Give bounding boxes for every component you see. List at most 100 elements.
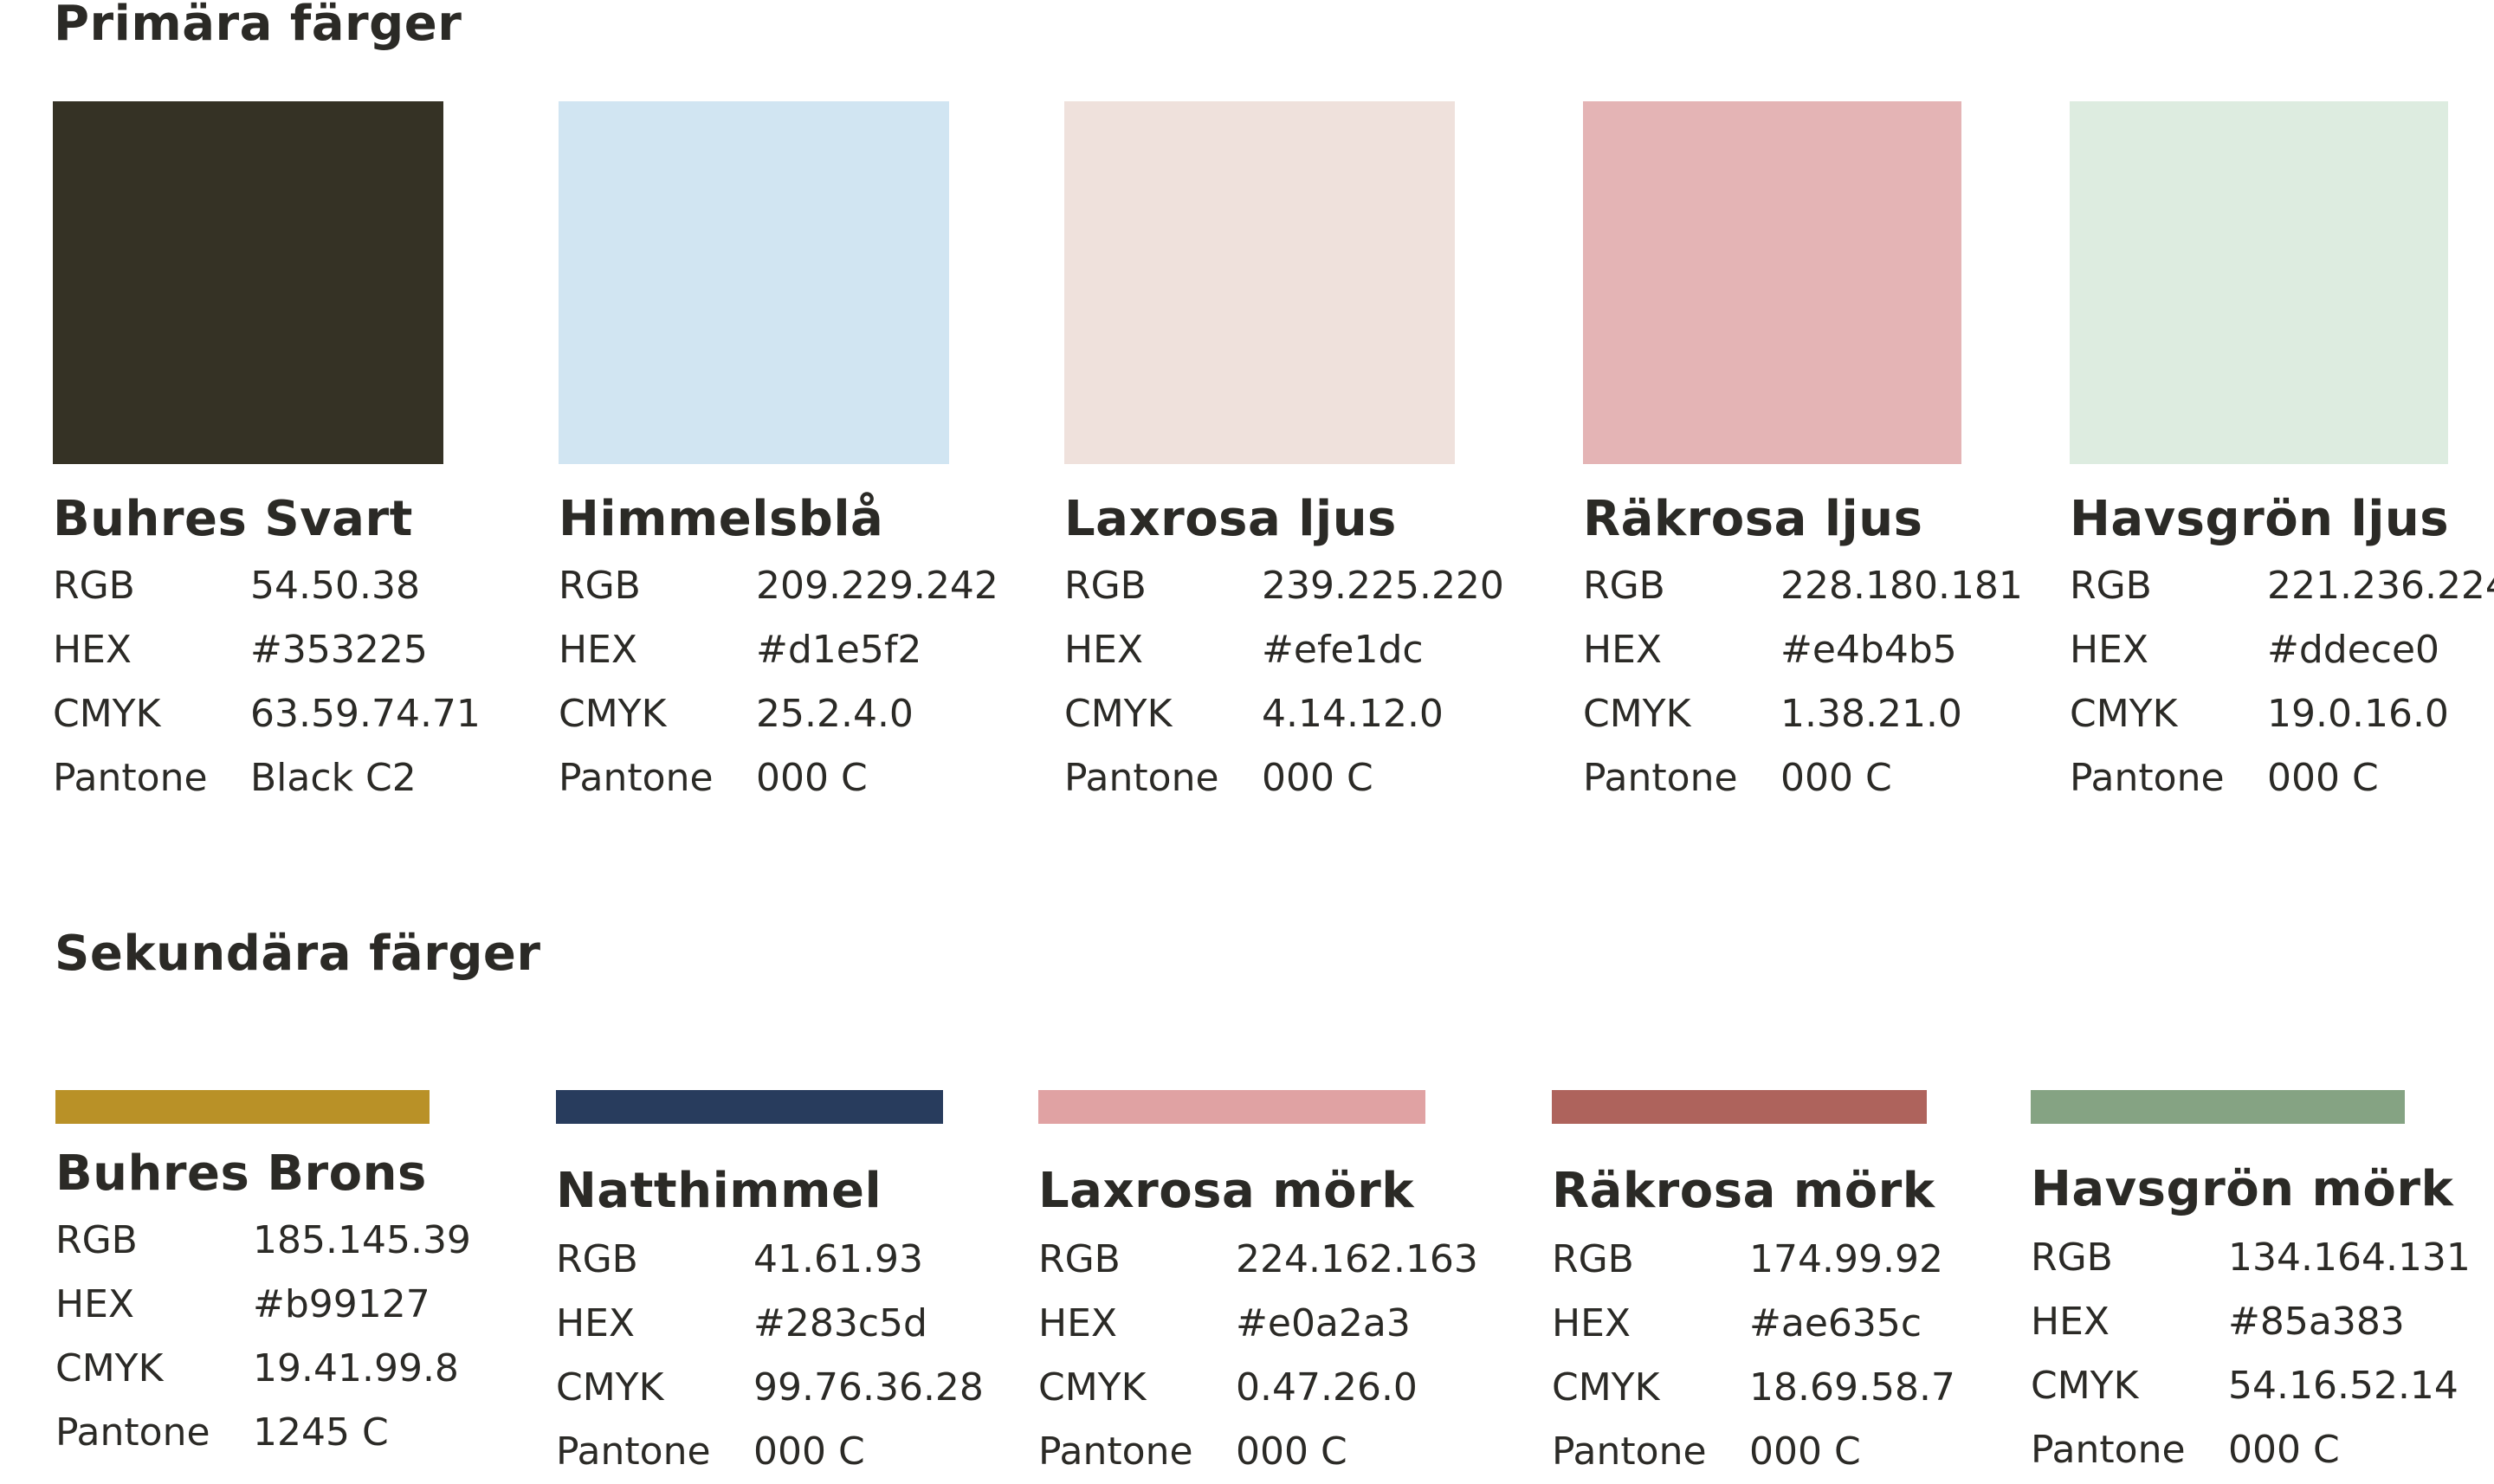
color-name: Natthimmel <box>556 1163 882 1219</box>
pantone-label: Pantone <box>55 1410 210 1455</box>
hex-value: #353225 <box>250 628 428 672</box>
color-swatch <box>1064 101 1455 464</box>
color-name: Havsgrön mörk <box>2031 1161 2454 1217</box>
color-swatch <box>2070 101 2448 464</box>
color-swatch <box>53 101 443 464</box>
hex-label: HEX <box>53 628 132 672</box>
cmyk-value: 0.47.26.0 <box>1236 1365 1418 1410</box>
pantone-value: 000 C <box>753 1429 865 1474</box>
hex-label: HEX <box>1064 628 1144 672</box>
rgb-value: 239.225.220 <box>1262 564 1504 608</box>
rgb-label: RGB <box>53 564 135 608</box>
pantone-value: 000 C <box>1236 1429 1347 1474</box>
cmyk-label: CMYK <box>1583 692 1691 736</box>
hex-value: #efe1dc <box>1262 628 1424 672</box>
rgb-label: RGB <box>2070 564 2152 608</box>
rgb-value: 209.229.242 <box>756 564 998 608</box>
color-name: Buhres Svart <box>53 491 413 547</box>
hex-label: HEX <box>1552 1301 1631 1345</box>
color-name: Laxrosa ljus <box>1064 491 1397 547</box>
hex-label: HEX <box>2031 1300 2110 1344</box>
color-bar <box>2031 1090 2405 1124</box>
pantone-value: 000 C <box>1262 756 1373 800</box>
color-name: Räkrosa ljus <box>1583 491 1923 547</box>
pantone-label: Pantone <box>2031 1428 2186 1472</box>
rgb-label: RGB <box>2031 1236 2113 1280</box>
hex-value: #d1e5f2 <box>756 628 922 672</box>
rgb-label: RGB <box>1583 564 1665 608</box>
pantone-label: Pantone <box>559 756 714 800</box>
cmyk-value: 4.14.12.0 <box>1262 692 1444 736</box>
pantone-label: Pantone <box>1038 1429 1193 1474</box>
rgb-value: 224.162.163 <box>1236 1237 1478 1281</box>
pantone-label: Pantone <box>53 756 208 800</box>
rgb-value: 41.61.93 <box>753 1237 923 1281</box>
rgb-label: RGB <box>1038 1237 1121 1281</box>
cmyk-value: 99.76.36.28 <box>753 1365 984 1410</box>
cmyk-label: CMYK <box>1552 1365 1660 1410</box>
color-bar <box>55 1090 430 1124</box>
cmyk-value: 18.69.58.7 <box>1749 1365 1955 1410</box>
pantone-label: Pantone <box>1583 756 1738 800</box>
cmyk-value: 19.41.99.8 <box>253 1346 459 1390</box>
color-name: Himmelsblå <box>559 491 884 547</box>
hex-value: #ddece0 <box>2267 628 2440 672</box>
cmyk-label: CMYK <box>556 1365 664 1410</box>
hex-label: HEX <box>55 1282 135 1326</box>
cmyk-value: 63.59.74.71 <box>250 692 481 736</box>
rgb-label: RGB <box>1064 564 1147 608</box>
hex-label: HEX <box>2070 628 2149 672</box>
secondary-section-title: Sekundära färger <box>55 926 541 982</box>
pantone-value: 000 C <box>2267 756 2379 800</box>
color-swatch <box>559 101 949 464</box>
cmyk-value: 19.0.16.0 <box>2267 692 2449 736</box>
cmyk-label: CMYK <box>2070 692 2178 736</box>
rgb-value: 134.164.131 <box>2228 1236 2471 1280</box>
pantone-value: 000 C <box>1780 756 1892 800</box>
color-name: Räkrosa mörk <box>1552 1163 1935 1219</box>
hex-label: HEX <box>559 628 638 672</box>
color-name: Havsgrön ljus <box>2070 491 2450 547</box>
rgb-label: RGB <box>556 1237 638 1281</box>
cmyk-label: CMYK <box>559 692 667 736</box>
pantone-value: 000 C <box>1749 1429 1861 1474</box>
color-name: Laxrosa mörk <box>1038 1163 1414 1219</box>
pantone-value: 000 C <box>2228 1428 2340 1472</box>
rgb-label: RGB <box>55 1218 138 1262</box>
hex-label: HEX <box>1583 628 1663 672</box>
color-bar <box>556 1090 943 1124</box>
cmyk-label: CMYK <box>55 1346 164 1390</box>
rgb-label: RGB <box>1552 1237 1634 1281</box>
rgb-value: 185.145.39 <box>253 1218 471 1262</box>
pantone-value: 1245 C <box>253 1410 389 1455</box>
hex-label: HEX <box>556 1301 636 1345</box>
hex-value: #283c5d <box>753 1301 927 1345</box>
pantone-value: Black C2 <box>250 756 417 800</box>
cmyk-value: 54.16.52.14 <box>2228 1364 2458 1408</box>
hex-label: HEX <box>1038 1301 1118 1345</box>
pantone-label: Pantone <box>2070 756 2225 800</box>
pantone-value: 000 C <box>756 756 868 800</box>
cmyk-value: 1.38.21.0 <box>1780 692 1962 736</box>
color-swatch <box>1583 101 1961 464</box>
pantone-label: Pantone <box>1552 1429 1707 1474</box>
hex-value: #ae635c <box>1749 1301 1922 1345</box>
cmyk-label: CMYK <box>1038 1365 1147 1410</box>
rgb-value: 228.180.181 <box>1780 564 2023 608</box>
rgb-value: 174.99.92 <box>1749 1237 1943 1281</box>
cmyk-label: CMYK <box>53 692 161 736</box>
cmyk-label: CMYK <box>2031 1364 2139 1408</box>
pantone-label: Pantone <box>556 1429 711 1474</box>
rgb-label: RGB <box>559 564 641 608</box>
hex-value: #e0a2a3 <box>1236 1301 1411 1345</box>
rgb-value: 54.50.38 <box>250 564 420 608</box>
pantone-label: Pantone <box>1064 756 1219 800</box>
hex-value: #b99127 <box>253 1282 430 1326</box>
primary-section-title: Primära färger <box>54 0 462 52</box>
hex-value: #e4b4b5 <box>1780 628 1957 672</box>
cmyk-value: 25.2.4.0 <box>756 692 914 736</box>
hex-value: #85a383 <box>2228 1300 2405 1344</box>
color-bar <box>1552 1090 1927 1124</box>
color-name: Buhres Brons <box>55 1145 427 1202</box>
rgb-value: 221.236.224 <box>2267 564 2494 608</box>
